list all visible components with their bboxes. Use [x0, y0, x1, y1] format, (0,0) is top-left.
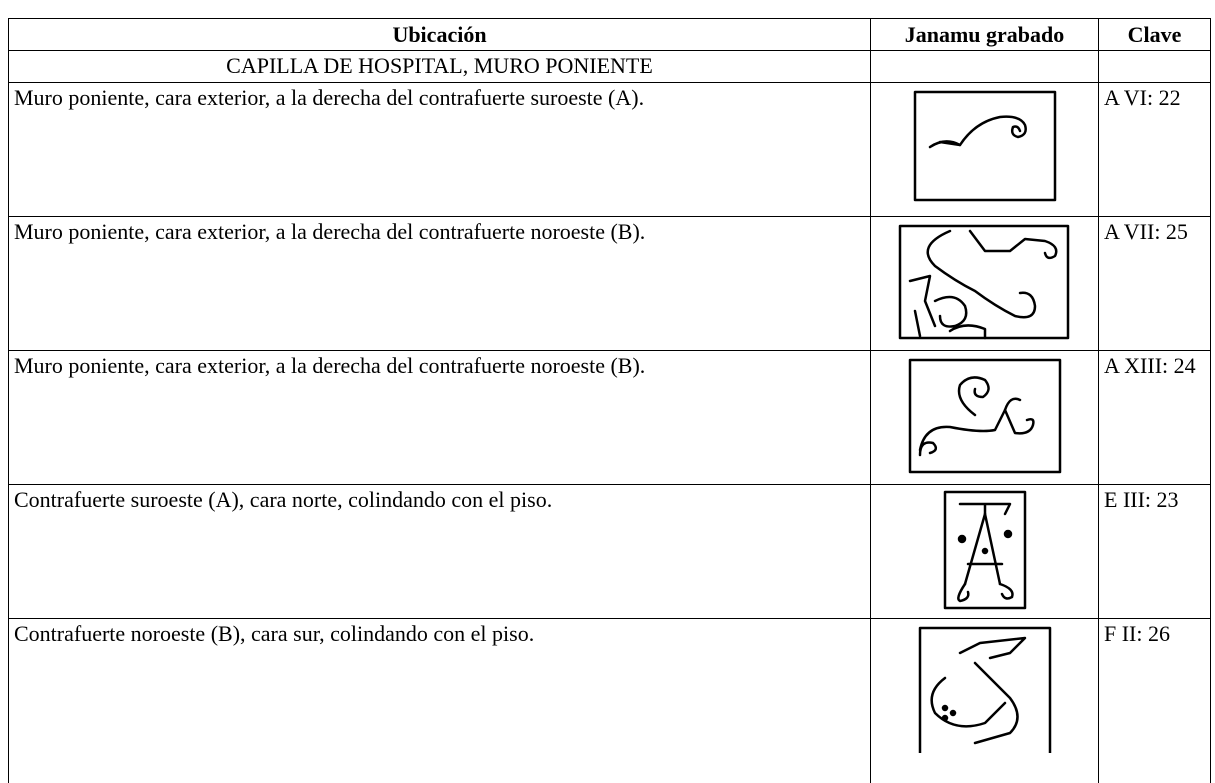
- sketch-cell: [871, 619, 1099, 783]
- sketch: [915, 623, 1055, 753]
- sketch-cell: [871, 485, 1099, 619]
- row: Muro poniente, cara exterior, a la derec…: [9, 217, 1211, 351]
- sketch: [905, 355, 1065, 477]
- key: E III: 23: [1099, 485, 1211, 619]
- sketch: [910, 87, 1060, 207]
- row: Contrafuerte noroeste (B), cara sur, col…: [9, 619, 1211, 783]
- sketch-cell: [871, 83, 1099, 217]
- row: Muro poniente, cara exterior, a la derec…: [9, 83, 1211, 217]
- row: Contrafuerte suroeste (A), cara norte, c…: [9, 485, 1211, 619]
- row: Muro poniente, cara exterior, a la derec…: [9, 351, 1211, 485]
- location: Contrafuerte suroeste (A), cara norte, c…: [9, 485, 871, 619]
- header-cell: Janamu grabado: [871, 19, 1099, 51]
- sketch-cell: [871, 217, 1099, 351]
- key: A VI: 22: [1099, 83, 1211, 217]
- key: A XIII: 24: [1099, 351, 1211, 485]
- location: Contrafuerte noroeste (B), cara sur, col…: [9, 619, 871, 783]
- location: Muro poniente, cara exterior, a la derec…: [9, 83, 871, 217]
- section-row: CAPILLA DE HOSPITAL, MURO PONIENTE: [9, 51, 1211, 83]
- header-cell: Ubicación: [9, 19, 871, 51]
- key: A VII: 25: [1099, 217, 1211, 351]
- sketch: [895, 221, 1075, 343]
- section-title: CAPILLA DE HOSPITAL, MURO PONIENTE: [9, 51, 871, 83]
- location: Muro poniente, cara exterior, a la derec…: [9, 217, 871, 351]
- header-row: Ubicación Janamu grabado Clave: [9, 19, 1211, 51]
- sketch-cell: [871, 351, 1099, 485]
- record-table: Ubicación Janamu grabado Clave CAPILLA D…: [8, 18, 1211, 783]
- header-cell: Clave: [1099, 19, 1211, 51]
- sketch: [940, 489, 1030, 613]
- location: Muro poniente, cara exterior, a la derec…: [9, 351, 871, 485]
- page: {"table": { "headers": ["Ubicación", "Ja…: [0, 0, 1215, 763]
- key: F II: 26: [1099, 619, 1211, 783]
- cell: [1099, 51, 1211, 83]
- cell: [871, 51, 1099, 83]
